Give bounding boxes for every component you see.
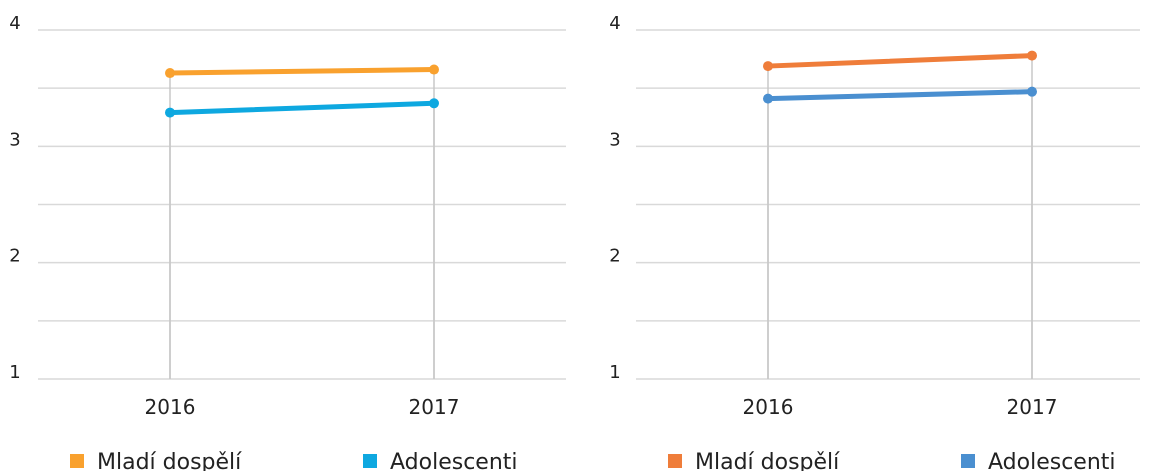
legend-swatch <box>363 454 377 468</box>
series-line <box>765 89 1035 102</box>
legend-label: Adolescenti <box>390 450 518 471</box>
point <box>429 98 439 109</box>
series-line <box>765 53 1035 69</box>
series-line <box>167 67 437 76</box>
y-tick-label: 1 <box>9 362 20 383</box>
legend-label: Mladí dospělí <box>695 450 840 471</box>
legend-label: Adolescenti <box>988 450 1116 471</box>
y-tick-label: 3 <box>609 129 620 150</box>
y-tick-label: 4 <box>9 13 20 34</box>
x-tick-label: 2017 <box>409 395 460 419</box>
y-tick-label: 4 <box>609 13 620 34</box>
y-tick-label: 3 <box>9 129 20 150</box>
x-tick-label: 2016 <box>743 395 794 419</box>
x-tick-label: 2016 <box>145 395 196 419</box>
point <box>165 107 175 118</box>
point <box>763 93 773 104</box>
point <box>429 64 439 75</box>
legend-label: Mladí dospělí <box>97 450 242 471</box>
point <box>763 61 773 72</box>
y-tick-label: 2 <box>609 246 620 267</box>
legend-swatch <box>668 454 682 468</box>
x-tick-label: 2017 <box>1007 395 1058 419</box>
y-tick-label: 1 <box>609 362 620 383</box>
legend-swatch <box>70 454 84 468</box>
point <box>1027 86 1037 97</box>
series-line <box>167 100 437 116</box>
point <box>1027 50 1037 61</box>
point <box>165 68 175 79</box>
legend-swatch <box>961 454 975 468</box>
y-tick-label: 2 <box>9 246 20 267</box>
